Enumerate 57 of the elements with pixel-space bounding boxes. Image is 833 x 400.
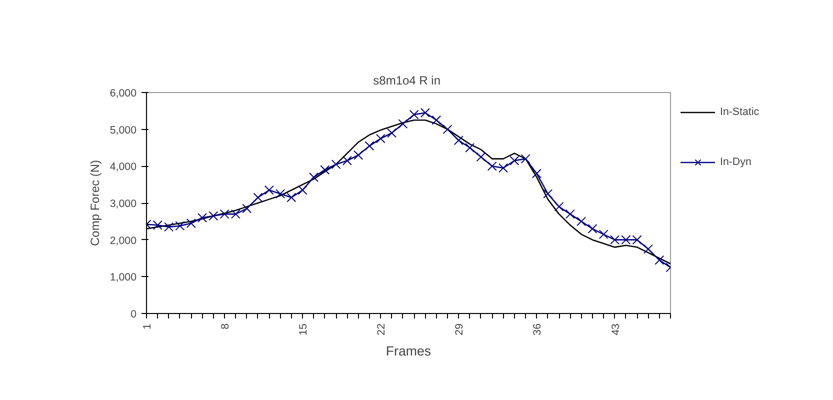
point bbox=[409, 110, 419, 120]
point bbox=[364, 141, 374, 151]
point bbox=[576, 216, 586, 226]
x-axis-title: Frames bbox=[386, 343, 432, 358]
x-tick-label: 1 bbox=[142, 323, 154, 330]
point bbox=[331, 160, 341, 170]
y-tick-label: 2,000 bbox=[110, 234, 137, 247]
point bbox=[554, 202, 564, 212]
point bbox=[208, 211, 218, 221]
y-tick-label: 3,000 bbox=[110, 198, 137, 210]
point bbox=[520, 154, 530, 164]
x-tick-label: 29 bbox=[454, 323, 466, 336]
point bbox=[387, 128, 397, 138]
y-tick-label: 5,000 bbox=[110, 124, 137, 136]
x-tick-label: 43 bbox=[610, 323, 622, 336]
point bbox=[510, 156, 520, 166]
point bbox=[276, 189, 286, 199]
point bbox=[286, 192, 296, 202]
point bbox=[654, 255, 664, 265]
point bbox=[320, 165, 330, 175]
point bbox=[342, 156, 352, 166]
y-tick-label: 0 bbox=[130, 308, 137, 320]
point bbox=[198, 212, 207, 222]
point bbox=[565, 209, 575, 219]
point bbox=[498, 163, 508, 173]
point bbox=[432, 115, 442, 125]
point bbox=[420, 108, 430, 118]
point bbox=[588, 224, 598, 234]
point bbox=[264, 185, 274, 195]
x-tick-label: 15 bbox=[298, 323, 310, 336]
y-tick-label: 4,000 bbox=[110, 161, 137, 174]
point bbox=[308, 172, 318, 182]
point bbox=[487, 161, 497, 171]
legend-label: In-Dyn bbox=[720, 156, 752, 168]
y-axis-title: Comp Forec (N) bbox=[88, 160, 102, 246]
y-tick-label: 6,000 bbox=[110, 88, 137, 100]
point bbox=[376, 134, 386, 144]
y-tick-label: 1,000 bbox=[110, 272, 137, 284]
point bbox=[253, 192, 263, 202]
x-tick-label: 22 bbox=[376, 323, 388, 336]
point bbox=[643, 244, 653, 254]
point bbox=[465, 143, 475, 152]
chart-title: s8m1o4 R in bbox=[373, 74, 441, 88]
point bbox=[598, 230, 608, 240]
point bbox=[543, 189, 553, 199]
x-tick-label: 8 bbox=[220, 323, 232, 330]
point bbox=[442, 124, 452, 134]
point bbox=[476, 152, 486, 162]
x-tick-label: 36 bbox=[532, 323, 544, 336]
point bbox=[398, 119, 408, 129]
point bbox=[532, 168, 542, 178]
point bbox=[242, 204, 252, 214]
legend-label: In-Static bbox=[720, 106, 760, 118]
point bbox=[454, 136, 464, 146]
point bbox=[298, 185, 308, 195]
point bbox=[354, 150, 364, 160]
point bbox=[186, 218, 196, 228]
